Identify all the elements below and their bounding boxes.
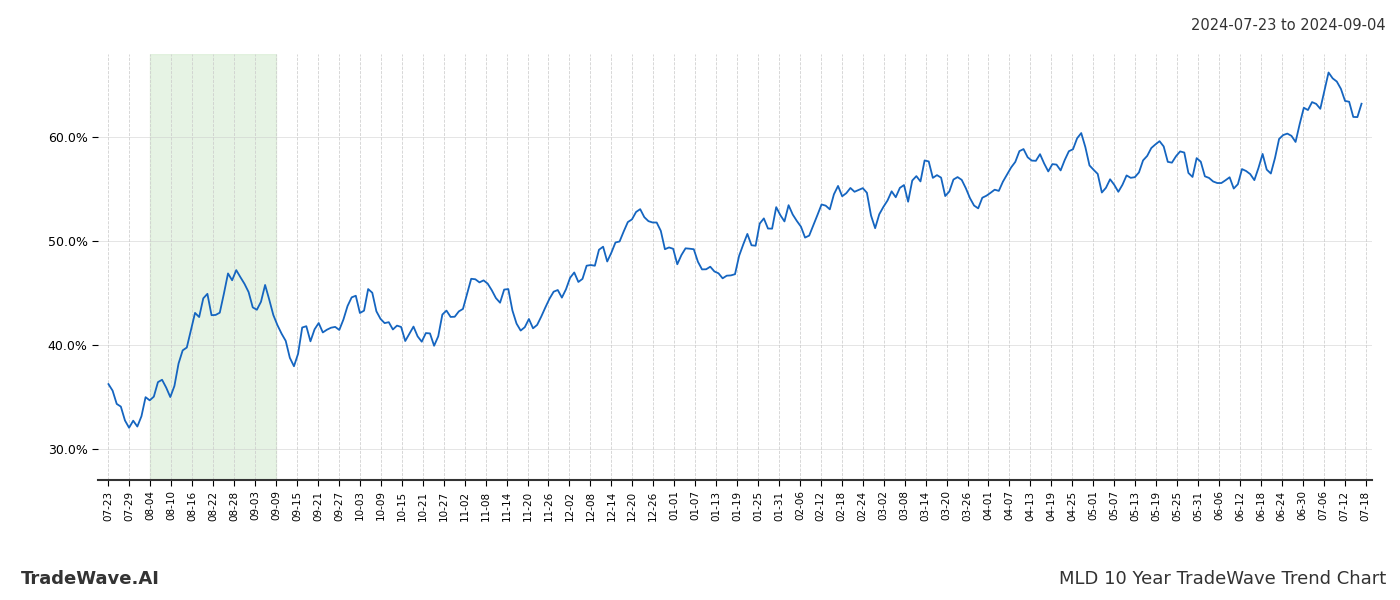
Text: MLD 10 Year TradeWave Trend Chart: MLD 10 Year TradeWave Trend Chart xyxy=(1058,570,1386,588)
Text: 2024-07-23 to 2024-09-04: 2024-07-23 to 2024-09-04 xyxy=(1191,18,1386,33)
Text: TradeWave.AI: TradeWave.AI xyxy=(21,570,160,588)
Bar xyxy=(150,54,276,480)
